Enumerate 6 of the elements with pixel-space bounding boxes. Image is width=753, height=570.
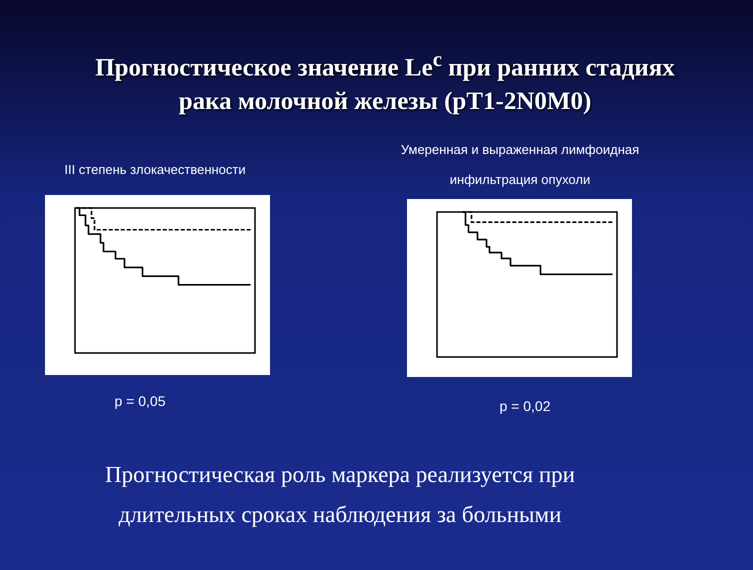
chart-title: III степень злокачественности xyxy=(63,161,247,179)
chart-title: Умеренная и выраженная лимфоидная инфильтрация опухоли xyxy=(400,141,640,189)
text: Прогностическая роль маркера реализуется при длительных сроках наблюдения за больными xyxy=(104,461,576,529)
text: p = 0,02 xyxy=(498,398,552,414)
text: p = 0,05 xyxy=(114,393,166,409)
text: Прогностическое значение Le$^{c}$ при ранних стадиях рака молочной железы (pT1-2N0M0) xyxy=(94,46,676,118)
